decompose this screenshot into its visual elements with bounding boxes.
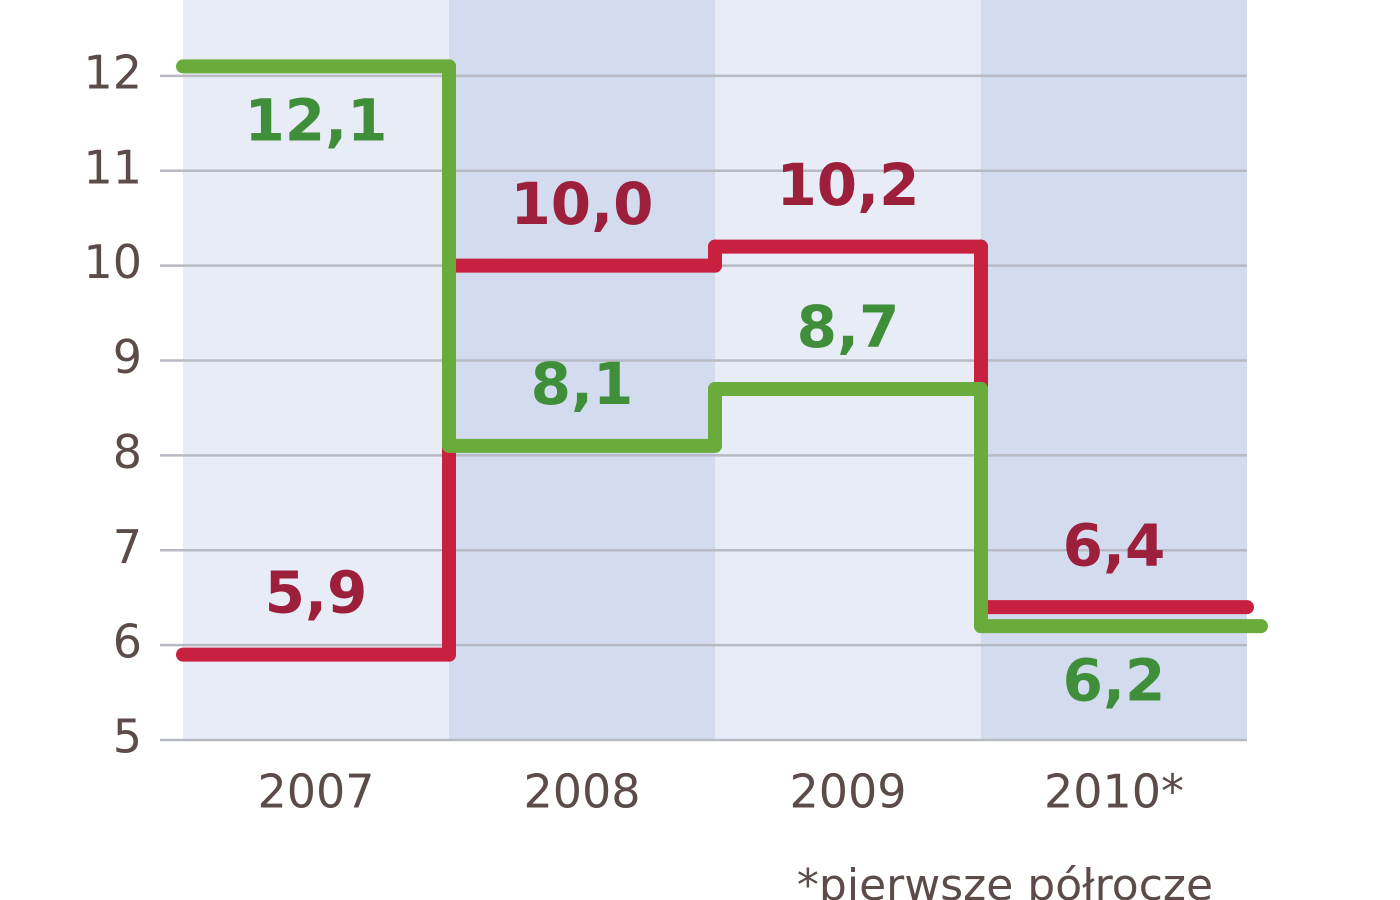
value-label: 10,0 [510, 170, 653, 238]
x-tick-label: 2010* [1044, 765, 1184, 819]
band [449, 0, 715, 740]
y-tick-label: 9 [113, 330, 142, 384]
x-tick-label: 2008 [523, 765, 640, 819]
y-tick-label: 10 [83, 235, 142, 289]
value-label: 6,4 [1063, 511, 1166, 579]
y-tick-label: 11 [83, 140, 142, 194]
band [715, 0, 981, 740]
y-tick-label: 6 [113, 615, 142, 669]
y-tick-label: 12 [83, 45, 142, 99]
value-label: 5,9 [265, 559, 368, 627]
value-label: 10,2 [776, 151, 919, 219]
value-label: 6,2 [1063, 646, 1166, 714]
value-label: 8,1 [531, 350, 634, 418]
x-tick-label: 2009 [789, 765, 906, 819]
value-label: 12,1 [244, 87, 387, 155]
y-tick-label: 5 [113, 710, 142, 764]
footnote: *pierwsze półrocze [797, 860, 1213, 900]
x-tick-label: 2007 [257, 765, 374, 819]
y-tick-label: 8 [113, 425, 142, 479]
band [183, 0, 449, 740]
band [981, 0, 1247, 740]
y-tick-label: 7 [113, 520, 142, 574]
value-label: 8,7 [797, 293, 900, 361]
